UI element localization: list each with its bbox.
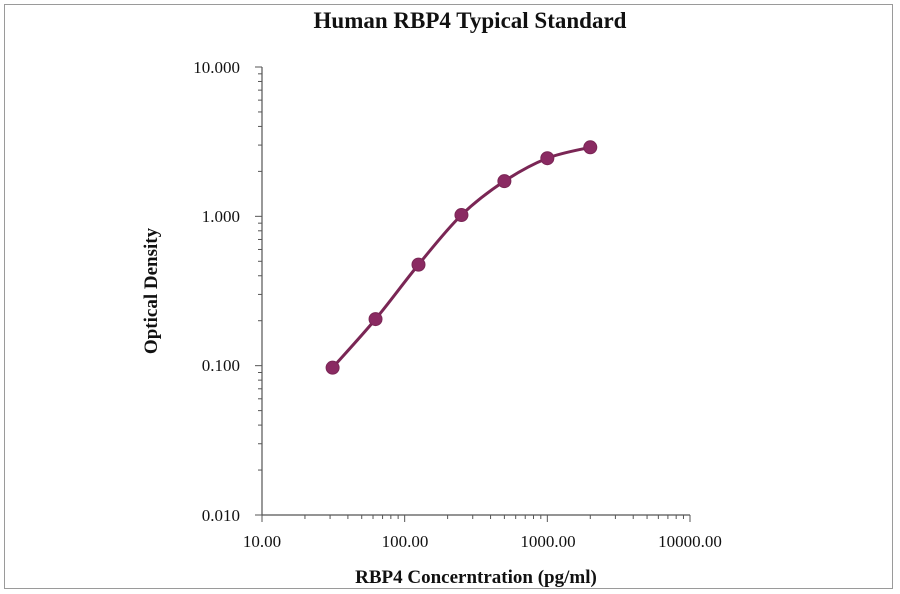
y-axis-title: Optical Density bbox=[141, 227, 162, 354]
x-axis-ticks bbox=[261, 515, 691, 522]
x-tick-label-10: 10.00 bbox=[243, 532, 281, 551]
data-point bbox=[583, 140, 598, 155]
x-axis-title: RBP4 Concerntration (pg/ml) bbox=[355, 567, 597, 588]
y-tick-label-0-01: 0.010 bbox=[202, 506, 240, 525]
data-point bbox=[368, 312, 383, 327]
y-tick-label-10: 10.000 bbox=[193, 58, 240, 77]
series-line bbox=[331, 145, 591, 369]
x-tick-label-10000: 10000.00 bbox=[658, 532, 722, 551]
y-tick-label-0-1: 0.100 bbox=[202, 356, 240, 375]
data-point bbox=[411, 257, 426, 272]
y-tick-label-1: 1.000 bbox=[202, 207, 240, 226]
x-tick-label-100: 100.00 bbox=[382, 532, 429, 551]
y-axis-ticks bbox=[255, 66, 262, 516]
data-point bbox=[497, 174, 512, 189]
series-layer bbox=[325, 140, 598, 375]
data-point bbox=[325, 360, 340, 375]
data-point bbox=[454, 208, 469, 223]
x-tick-label-1000: 1000.00 bbox=[520, 532, 575, 551]
data-point bbox=[540, 151, 555, 166]
chart-title: Human RBP4 Typical Standard bbox=[314, 8, 627, 33]
chart-frame bbox=[4, 4, 893, 589]
